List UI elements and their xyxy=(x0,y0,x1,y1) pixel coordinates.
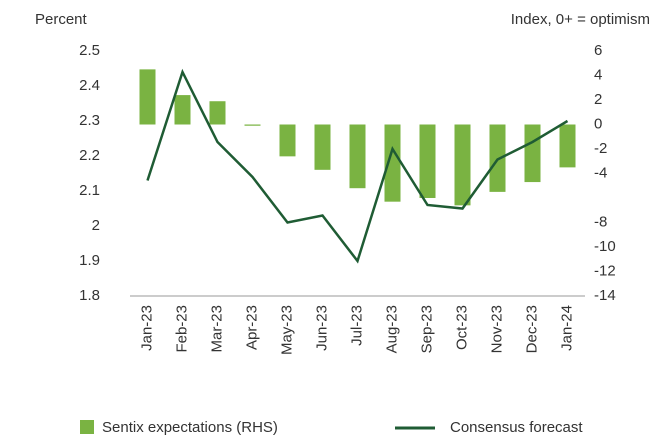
line xyxy=(146,68,569,264)
x-tick-label: Mar-23 xyxy=(208,305,225,353)
y-tick-label: 1.9 xyxy=(79,252,100,269)
y-tick-label: 2 xyxy=(92,217,100,234)
x-tick-label: Apr-23 xyxy=(243,305,260,350)
x-tick-label: Aug-23 xyxy=(383,305,400,353)
bar xyxy=(209,101,226,125)
y-tick-label: 2.5 xyxy=(79,42,100,59)
y2-tick-label: 4 xyxy=(594,66,602,83)
bar xyxy=(349,124,366,189)
x-tick-label: Jan-24 xyxy=(558,305,575,351)
bar xyxy=(279,124,296,157)
y2-tick-label: -4 xyxy=(594,164,607,181)
bar xyxy=(139,69,156,125)
y2-tick-label: -10 xyxy=(594,238,616,255)
bar xyxy=(419,124,436,198)
y2-axis-title: Index, 0+ = optimism xyxy=(511,11,650,28)
x-tick-label: Jan-23 xyxy=(138,305,155,351)
y2-tick-label: 6 xyxy=(594,42,602,59)
y-tick-label: 2.4 xyxy=(79,77,100,94)
x-tick-label: Jun-23 xyxy=(313,305,330,351)
x-tick-label: Feb-23 xyxy=(173,305,190,353)
bar xyxy=(244,124,261,126)
y2-tick-label: -8 xyxy=(594,213,607,230)
x-tick-label: May-23 xyxy=(278,305,295,355)
y-tick-label: 2.3 xyxy=(79,112,100,129)
bar xyxy=(174,95,191,125)
bar xyxy=(314,124,331,170)
y-axis-title: Percent xyxy=(35,11,88,28)
bar xyxy=(384,124,401,202)
y-tick-label: 2.1 xyxy=(79,182,100,199)
legend-label: Sentix expectations (RHS) xyxy=(102,419,278,436)
bar xyxy=(559,124,576,168)
legend-swatch xyxy=(80,420,94,434)
y-tick-label: 1.8 xyxy=(79,287,100,304)
x-tick-label: Oct-23 xyxy=(453,305,470,350)
legend-label: Consensus forecast xyxy=(450,419,583,436)
x-tick-label: Dec-23 xyxy=(523,305,540,353)
y-tick-label: 2.2 xyxy=(79,147,100,164)
y2-tick-label: -12 xyxy=(594,262,616,279)
x-tick-label: Jul-23 xyxy=(348,305,365,346)
bar xyxy=(524,124,541,183)
y2-tick-label: 2 xyxy=(594,91,602,108)
bar xyxy=(454,124,471,206)
x-tick-label: Nov-23 xyxy=(488,305,505,353)
y2-tick-label: -2 xyxy=(594,140,607,157)
x-tick-label: Sep-23 xyxy=(418,305,435,353)
y2-tick-label: 0 xyxy=(594,115,602,132)
y2-tick-label: -14 xyxy=(594,287,616,304)
